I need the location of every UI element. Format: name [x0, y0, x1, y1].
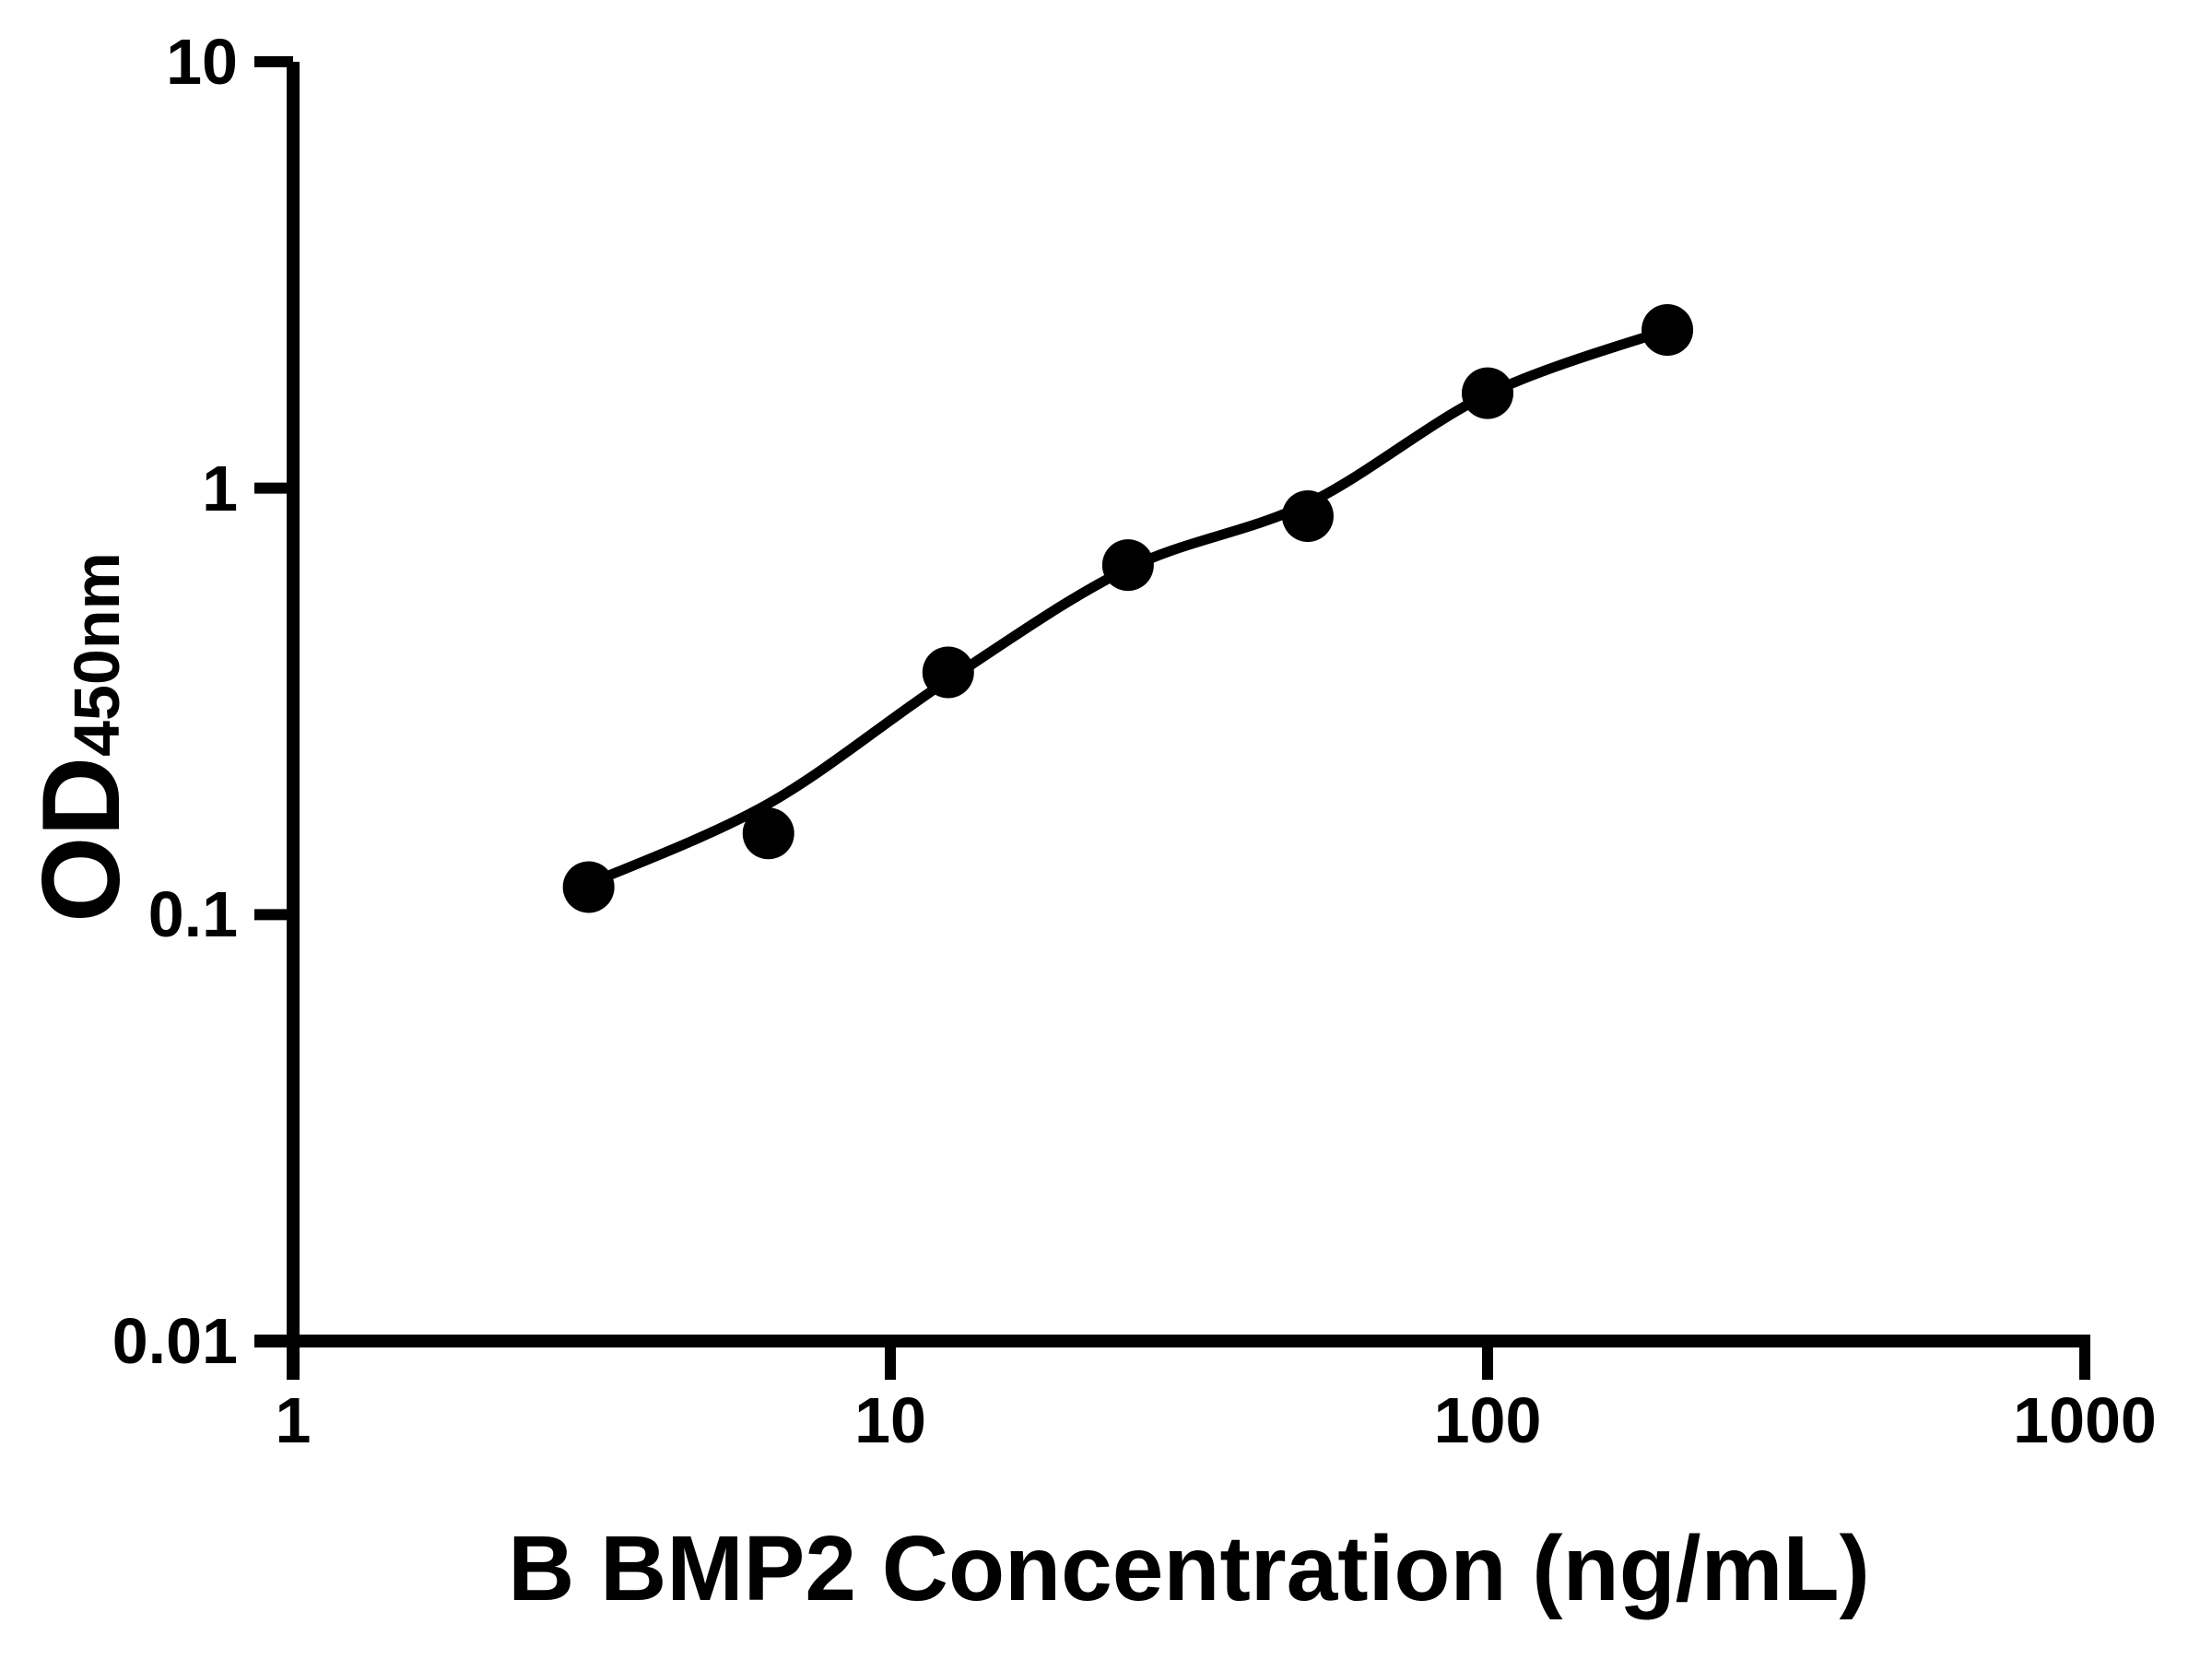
y-tick-label: 0.1	[147, 878, 238, 951]
x-tick-label: 100	[1433, 1384, 1542, 1456]
data-point	[562, 861, 615, 913]
y-axis-title-subscript: 450nm	[61, 552, 133, 757]
data-point	[1101, 539, 1154, 592]
x-tick-label: 10	[854, 1384, 926, 1456]
y-axis-title-main: OD	[19, 756, 143, 923]
y-tick-label: 10	[166, 26, 238, 98]
data-point	[1462, 367, 1513, 419]
x-tick-label: 1000	[2013, 1384, 2157, 1456]
data-point	[1281, 489, 1334, 542]
y-tick-label: 1	[202, 452, 238, 524]
data-point	[922, 646, 974, 699]
x-tick-label: 1	[275, 1384, 312, 1456]
y-axis-title: OD450nm	[19, 552, 143, 923]
fit-curve	[586, 324, 1669, 889]
data-point	[742, 807, 794, 860]
x-axis-title: B BMP2 Concentration (ng/mL)	[508, 1517, 1870, 1620]
data-point	[1641, 303, 1694, 356]
y-tick-label: 0.01	[112, 1305, 238, 1377]
